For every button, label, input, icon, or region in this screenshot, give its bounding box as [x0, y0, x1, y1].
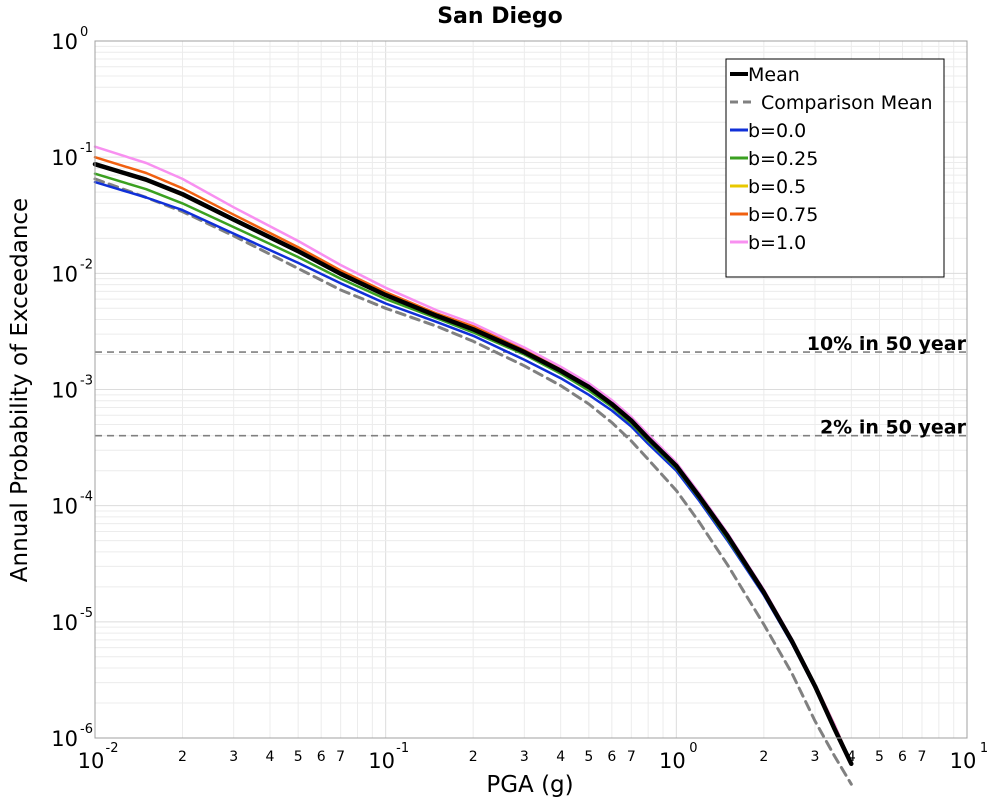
x-minor-tick-label: 2 [178, 749, 187, 765]
x-minor-tick-label: 6 [317, 749, 326, 765]
plot-frame [94, 40, 968, 739]
y-tick-exponent: -3 [80, 374, 93, 389]
legend-label: b=1.0 [748, 232, 806, 254]
x-minor-tick-label: 5 [584, 749, 593, 765]
x-minor-tick-label: 6 [898, 749, 907, 765]
y-tick-label: 10 [51, 727, 78, 751]
x-minor-tick-label: 4 [847, 749, 856, 765]
reference-lines: 10% in 50 year 2% in 50 year [95, 333, 967, 439]
y-tick-label: 10 [51, 262, 78, 286]
y-tick-exponent: -4 [80, 490, 93, 505]
x-minor-tick-label: 3 [811, 749, 820, 765]
series-line [93, 177, 853, 786]
legend-box [725, 58, 945, 278]
x-tick-exponent: -2 [106, 741, 119, 756]
legend-label: b=0.5 [748, 176, 806, 198]
legend-label: Mean [748, 64, 800, 86]
reference-line-label: 2% in 50 year [820, 417, 967, 439]
x-minor-tick-label: 5 [875, 749, 884, 765]
x-minor-tick-label: 3 [229, 749, 238, 765]
y-tick-label: 10 [51, 611, 78, 635]
y-tick-label: 10 [51, 30, 78, 54]
series-layer [92, 145, 854, 786]
y-tick-exponent: 0 [80, 25, 88, 40]
x-minor-tick-label: 5 [294, 749, 303, 765]
y-tick-exponent: -5 [80, 606, 93, 621]
x-tick-label: 10 [659, 749, 686, 773]
y-tick-label: 10 [51, 495, 78, 519]
legend-label: b=0.75 [748, 204, 818, 226]
x-tick-exponent: 0 [689, 741, 697, 756]
x-tick-label: 10 [368, 749, 395, 773]
grid [94, 41, 967, 739]
reference-line-label: 10% in 50 year [807, 333, 967, 355]
x-minor-tick-label: 7 [336, 749, 345, 765]
x-minor-tick-label: 7 [627, 749, 636, 765]
x-minor-tick-label: 4 [266, 749, 275, 765]
y-tick-label: 10 [51, 379, 78, 403]
x-tick-exponent: -1 [396, 741, 409, 756]
series-line [92, 161, 854, 767]
x-minor-tick-label: 2 [759, 749, 768, 765]
x-tick-label: 10 [78, 749, 105, 773]
y-tick-label: 10 [51, 146, 78, 170]
legend-label: Comparison Mean [761, 92, 933, 114]
chart-title: San Diego [437, 4, 563, 29]
x-minor-tick-label: 6 [607, 749, 616, 765]
x-tick-label: 10 [950, 749, 977, 773]
y-tick-exponent: -1 [80, 141, 93, 156]
x-axis-label: PGA (g) [486, 772, 573, 798]
legend: Mean Comparison Mean b=0.0 b=0.25 b=0.5 b=0.7… [725, 58, 945, 278]
x-minor-tick-label: 2 [469, 749, 478, 765]
x-minor-tick-label: 4 [556, 749, 565, 765]
y-tick-exponent: -2 [80, 257, 93, 272]
y-axis-label: Annual Probability of Exceedance [7, 198, 33, 582]
x-minor-tick-label: 7 [918, 749, 927, 765]
legend-label: b=0.0 [748, 120, 806, 142]
legend-label: b=0.25 [748, 148, 818, 170]
y-tick-exponent: -6 [80, 722, 93, 737]
x-minor-tick-label: 3 [520, 749, 529, 765]
x-tick-exponent: 1 [980, 741, 988, 756]
